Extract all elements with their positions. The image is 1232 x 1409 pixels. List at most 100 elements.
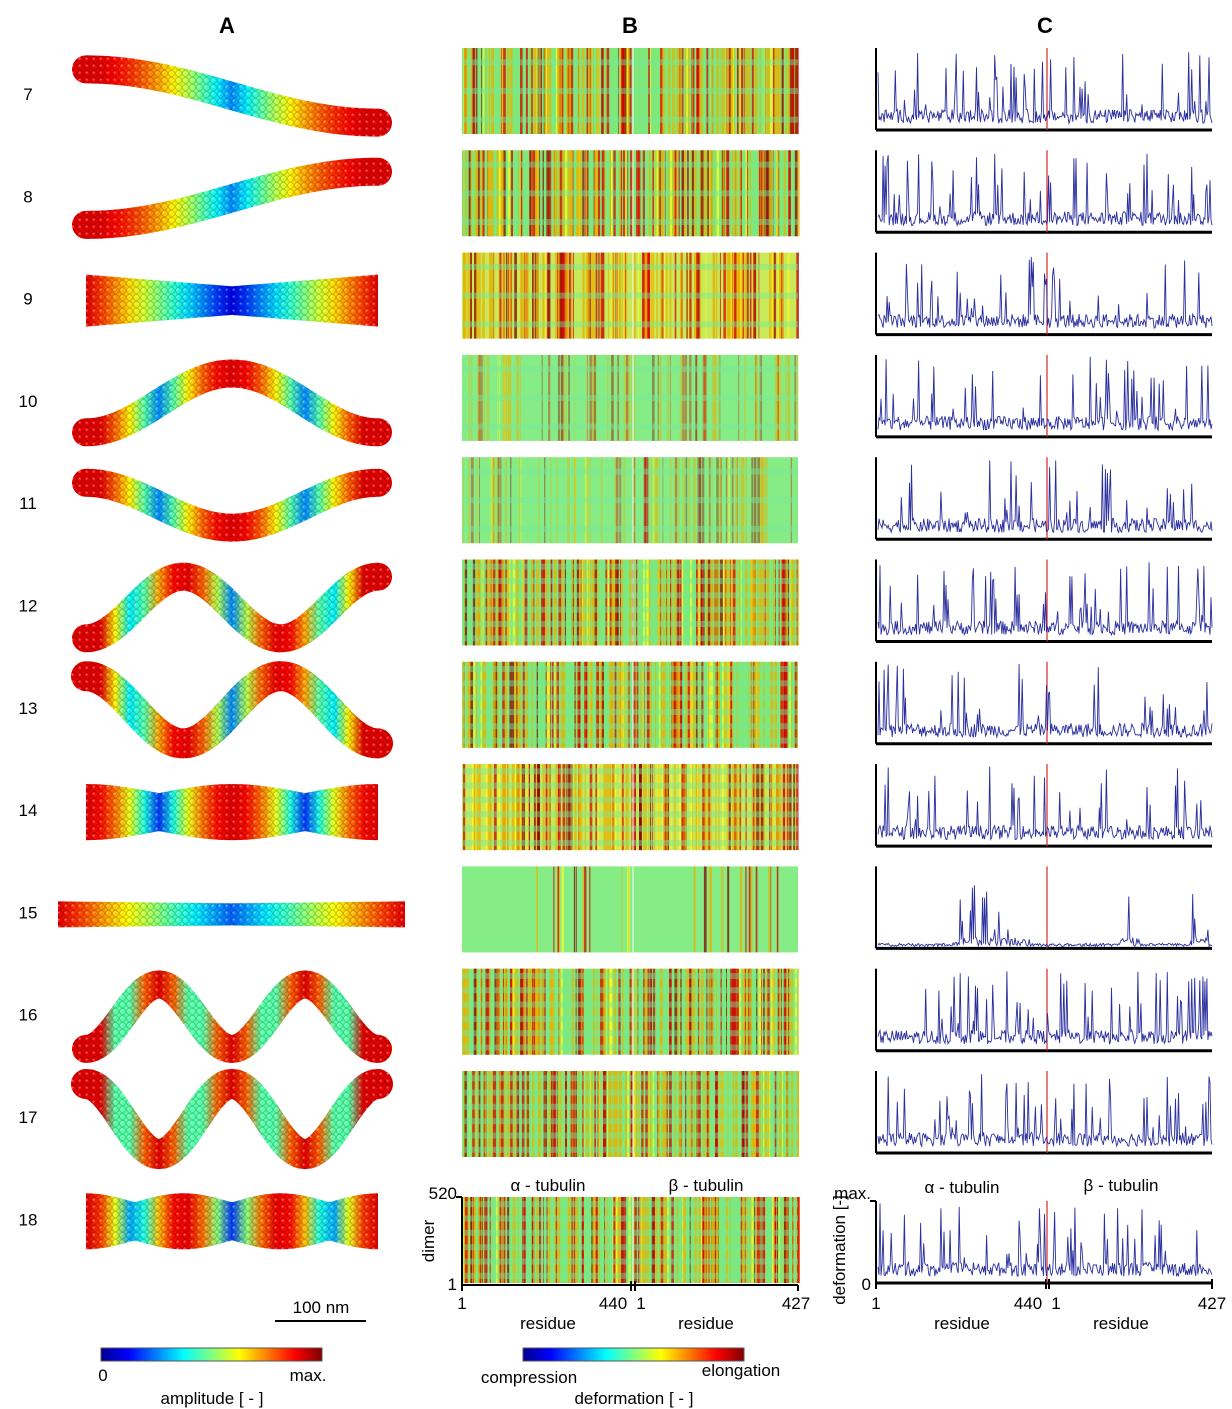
map-stripe — [762, 150, 765, 237]
mode-shape-texture — [72, 359, 392, 447]
map-background — [462, 457, 798, 544]
map-stripe — [660, 968, 663, 1055]
map-stripe — [732, 252, 735, 339]
map-stripe — [462, 661, 465, 748]
map-stripe — [747, 968, 749, 1055]
map-stripe — [633, 1197, 635, 1283]
map-stripe — [677, 559, 680, 646]
map-stripe — [770, 968, 774, 1055]
panel-b-y-tick-top: 520 — [429, 1184, 457, 1203]
map-stripe — [794, 661, 798, 748]
map-stripe — [600, 457, 603, 544]
map-stripe — [502, 252, 505, 339]
map-stripe — [720, 559, 723, 646]
map-stripe — [640, 1197, 643, 1283]
map-stripe — [611, 559, 614, 646]
map-stripe — [751, 48, 754, 134]
map-stripe — [607, 1071, 608, 1157]
map-stripe — [503, 1197, 506, 1283]
map-stripe — [702, 559, 705, 646]
map-stripe — [593, 150, 595, 237]
map-stripe — [708, 1071, 710, 1157]
map-stripe — [760, 1197, 762, 1283]
map-stripe — [718, 559, 720, 646]
map-stripe — [521, 150, 523, 237]
amplitude-colorbar: 0 max. amplitude [ - ] — [98, 1347, 326, 1408]
map-stripe — [587, 559, 589, 646]
map-stripe — [560, 354, 564, 441]
map-band — [462, 578, 798, 584]
map-stripe — [793, 764, 796, 851]
map-stripe — [586, 457, 589, 544]
mode-shape-texture — [86, 1193, 378, 1250]
map-stripe — [623, 1197, 627, 1283]
map-stripe — [670, 559, 672, 646]
map-stripe — [557, 48, 560, 134]
map-stripe — [693, 661, 696, 748]
map-stripe — [776, 764, 779, 851]
map-stripe — [613, 968, 617, 1055]
map-band — [462, 263, 798, 270]
map-stripe — [694, 252, 697, 339]
map-stripe — [692, 764, 694, 851]
map-stripe — [745, 559, 748, 646]
map-stripe — [674, 457, 678, 544]
map-stripe — [745, 1071, 749, 1157]
map-stripe — [765, 457, 768, 544]
map-stripe — [595, 764, 598, 851]
map-stripe — [634, 457, 636, 544]
map-stripe — [667, 354, 670, 441]
map-stripe — [529, 150, 531, 237]
map-stripe — [464, 559, 468, 646]
deformation-trace-7 — [875, 48, 1213, 132]
map-stripe — [591, 559, 594, 646]
map-stripe — [535, 968, 537, 1055]
map-stripe — [536, 661, 538, 748]
map-stripe — [624, 48, 627, 134]
map-stripe — [644, 457, 646, 544]
map-stripe — [609, 661, 612, 748]
map-stripe — [680, 559, 682, 646]
map-stripe — [711, 354, 715, 441]
map-stripe — [589, 866, 591, 953]
map-stripe — [744, 968, 746, 1055]
map-stripe — [470, 457, 474, 544]
map-stripe — [749, 1197, 751, 1283]
map-stripe — [706, 559, 709, 646]
map-stripe — [667, 1197, 669, 1283]
map-stripe — [746, 48, 749, 134]
mode-label: 17 — [19, 1108, 38, 1127]
map-background — [462, 866, 798, 953]
map-stripe — [739, 150, 741, 237]
map-stripe — [495, 1197, 498, 1283]
map-stripe — [532, 252, 534, 339]
map-stripe — [579, 764, 583, 851]
map-stripe — [588, 48, 591, 134]
map-stripe — [565, 150, 568, 237]
map-stripe — [530, 559, 534, 646]
map-stripe — [731, 559, 733, 646]
map-stripe — [653, 252, 655, 339]
map-stripe — [690, 764, 693, 851]
map-stripe — [702, 764, 705, 851]
map-stripe — [653, 968, 656, 1055]
map-stripe — [614, 457, 617, 544]
map-stripe — [676, 661, 677, 748]
deformation-map-11 — [462, 457, 798, 544]
map-stripe — [544, 968, 546, 1055]
map-stripe — [641, 1071, 644, 1157]
map-stripe — [617, 661, 620, 748]
map-stripe — [636, 968, 638, 1055]
map-stripe — [519, 457, 521, 544]
map-stripe — [744, 354, 747, 441]
map-stripe — [657, 354, 659, 441]
map-stripe — [549, 968, 552, 1055]
map-stripe — [487, 559, 489, 646]
map-stripe — [501, 559, 505, 646]
map-stripe — [765, 150, 768, 237]
map-stripe — [468, 150, 471, 237]
map-stripe — [606, 48, 610, 134]
map-stripe — [482, 354, 485, 441]
map-stripe — [643, 559, 645, 646]
map-stripe — [648, 1071, 649, 1157]
